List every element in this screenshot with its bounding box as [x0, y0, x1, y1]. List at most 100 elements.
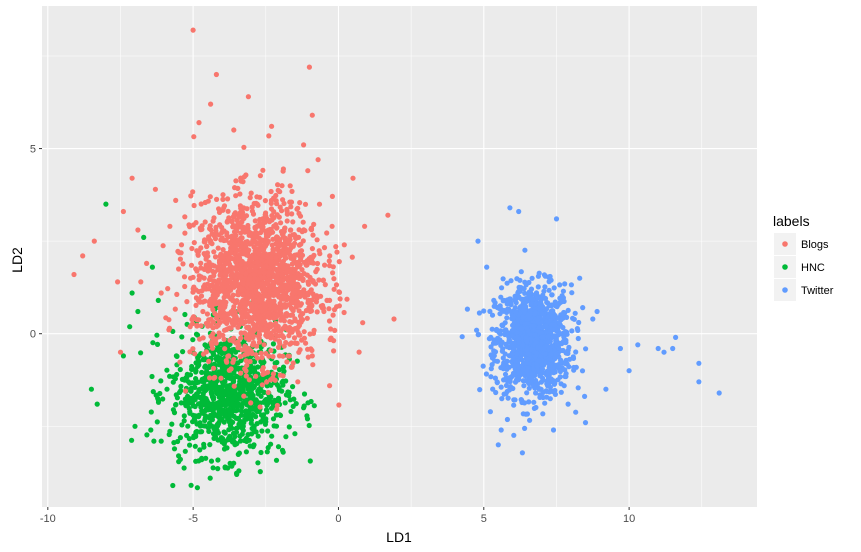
data-point [539, 310, 545, 316]
data-point [507, 205, 513, 211]
data-point [391, 316, 397, 322]
data-point [291, 335, 298, 341]
data-point [266, 310, 272, 316]
data-point [635, 342, 641, 348]
data-point [309, 353, 315, 359]
data-point [484, 264, 490, 270]
data-point [220, 192, 226, 198]
data-point [287, 329, 293, 335]
data-point [178, 400, 184, 406]
data-point [499, 285, 505, 291]
data-point [247, 393, 253, 399]
data-point [164, 386, 170, 392]
data-point [176, 266, 182, 272]
data-point [226, 367, 232, 373]
data-point [536, 358, 542, 364]
data-point [269, 123, 275, 129]
data-point [191, 134, 197, 140]
data-point [575, 335, 581, 342]
data-point [151, 438, 157, 444]
data-point [219, 365, 225, 371]
data-point [280, 166, 286, 172]
data-point [221, 419, 227, 425]
data-point [208, 406, 215, 412]
data-point [247, 358, 253, 365]
data-point [516, 294, 522, 300]
data-point [716, 390, 722, 396]
data-point [502, 351, 508, 357]
data-point [181, 418, 187, 424]
data-point [498, 427, 504, 433]
data-point [229, 218, 235, 224]
data-point [250, 211, 257, 217]
data-point [546, 279, 552, 285]
data-point [229, 439, 236, 445]
data-point [520, 378, 526, 384]
data-point [196, 273, 202, 279]
data-point [149, 264, 155, 270]
data-point [268, 226, 274, 233]
data-point [237, 438, 244, 444]
data-point [216, 389, 222, 395]
data-point [260, 365, 266, 371]
data-point [516, 208, 522, 215]
data-point [256, 330, 262, 336]
data-point [293, 235, 299, 241]
data-point [565, 401, 571, 407]
data-point [551, 389, 557, 395]
data-point [261, 342, 267, 348]
data-point [298, 312, 304, 319]
data-point [135, 308, 141, 315]
data-point [328, 326, 334, 332]
data-point [246, 337, 252, 343]
data-point [494, 326, 500, 333]
data-point [155, 395, 161, 401]
data-point [202, 219, 208, 225]
data-point [537, 299, 544, 305]
data-point [249, 262, 255, 269]
data-point [547, 396, 553, 402]
data-point [526, 351, 532, 357]
data-point [571, 316, 577, 322]
data-point [360, 320, 366, 326]
data-point [203, 406, 209, 412]
data-point [231, 383, 237, 389]
data-point [313, 299, 319, 305]
data-point [258, 318, 264, 324]
data-point [215, 285, 221, 291]
data-point [536, 270, 542, 276]
data-point [88, 386, 94, 392]
data-point [258, 246, 264, 252]
data-point [292, 316, 298, 322]
data-point [290, 308, 296, 314]
data-point [172, 306, 178, 312]
data-point [266, 353, 272, 359]
data-point [296, 210, 302, 217]
data-point [548, 303, 554, 309]
data-point [239, 408, 245, 414]
data-point [173, 402, 179, 408]
data-point [278, 328, 284, 334]
data-point [254, 259, 260, 265]
data-point [177, 359, 183, 365]
data-point [559, 293, 565, 299]
data-point [148, 409, 154, 415]
data-point [310, 232, 316, 238]
data-point [257, 268, 263, 275]
data-point [524, 390, 530, 396]
data-point [173, 197, 179, 203]
data-point [504, 416, 510, 423]
data-point [255, 433, 261, 439]
data-point [573, 349, 579, 355]
data-point [561, 309, 567, 316]
data-point [309, 302, 315, 308]
data-point [529, 370, 535, 377]
data-point [296, 349, 302, 355]
data-point [287, 301, 293, 307]
data-point [518, 269, 524, 275]
data-point [542, 400, 548, 406]
data-point [214, 196, 220, 202]
data-point [336, 303, 342, 309]
data-point [503, 327, 509, 333]
data-point [489, 312, 496, 318]
